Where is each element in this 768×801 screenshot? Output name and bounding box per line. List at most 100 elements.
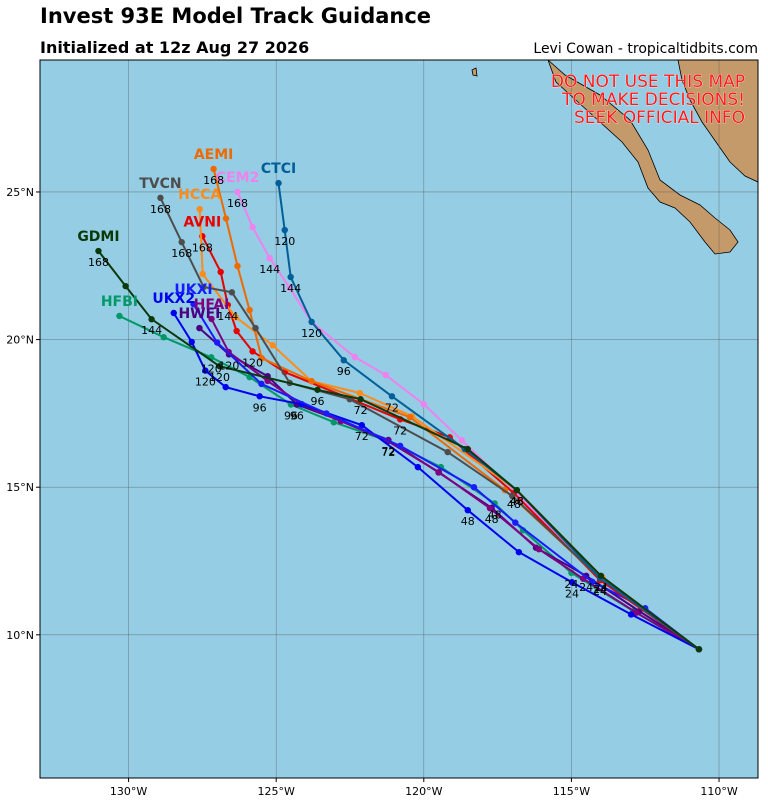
track-line: [97, 250, 700, 651]
track-point: [340, 357, 347, 364]
track-point: [464, 507, 471, 514]
hour-label: 96: [284, 410, 298, 423]
track-point: [695, 646, 703, 653]
hour-label: 24: [579, 581, 593, 594]
track-point: [210, 165, 217, 173]
map-frame: [39, 59, 759, 779]
track-point: [269, 341, 276, 349]
y-tick-label: 15°N: [6, 481, 34, 494]
track-point: [228, 289, 236, 296]
track-point: [358, 421, 366, 429]
model-name: AEMI: [194, 147, 234, 163]
y-tick-label: 10°N: [6, 629, 34, 642]
model-name: HFAI: [194, 297, 230, 313]
hour-label: 72: [385, 401, 399, 414]
hour-label: 120: [195, 376, 216, 389]
track-point: [330, 419, 337, 426]
hour-label: 168: [203, 174, 224, 187]
hour-label: 48: [461, 515, 475, 528]
model-name: HCCA: [178, 187, 221, 203]
track-line: [192, 303, 700, 651]
track-point: [588, 578, 596, 585]
hour-label: 120: [274, 235, 295, 248]
hour-label: 72: [355, 430, 369, 443]
track-point: [308, 318, 315, 326]
track-point: [246, 306, 253, 314]
track-point: [258, 380, 265, 388]
hour-label: 168: [171, 247, 192, 260]
hour-label: 144: [141, 324, 162, 337]
y-tick-label: 25°N: [6, 186, 34, 199]
track-point: [597, 572, 605, 579]
track-point: [249, 223, 256, 231]
hour-label: 48: [488, 508, 502, 521]
hour-label: 120: [301, 327, 322, 340]
track-point: [217, 268, 224, 276]
track-line: [277, 182, 700, 651]
track-point: [515, 548, 523, 556]
hour-label: 144: [259, 263, 280, 276]
track-point: [252, 324, 259, 332]
track-point: [178, 238, 185, 246]
track-point: [568, 579, 576, 586]
hour-label: 168: [227, 197, 248, 210]
hour-label: 96: [253, 401, 267, 414]
hour-label: 24: [564, 578, 578, 591]
track-point: [356, 389, 363, 397]
track-point: [264, 377, 271, 385]
hour-label: 96: [290, 410, 304, 423]
hour-label: 168: [192, 241, 213, 254]
model-name: UKX2: [152, 291, 195, 307]
track-point: [222, 215, 230, 222]
hour-label: 48: [507, 498, 521, 511]
track-point: [190, 300, 197, 308]
track-point: [512, 519, 519, 526]
hour-label: 96: [311, 395, 325, 408]
hour-label: 144: [280, 282, 301, 295]
track-point: [275, 179, 282, 187]
hour-label: 144: [217, 310, 238, 323]
track-point: [200, 283, 207, 291]
track-point: [208, 315, 215, 323]
track-point: [258, 354, 265, 362]
track-point: [435, 468, 443, 476]
track-point: [160, 334, 167, 341]
y-tick-label: 20°N: [6, 334, 34, 347]
track-point: [357, 396, 364, 403]
track-point: [216, 362, 223, 370]
track-point: [314, 386, 321, 393]
track-point: [509, 492, 516, 500]
track-point: [308, 378, 315, 385]
track-point: [188, 338, 195, 346]
track-point: [199, 270, 206, 278]
model-name: HWFI: [178, 306, 220, 322]
track-point: [233, 327, 240, 335]
track-point: [95, 247, 102, 255]
model-name: UKXI: [174, 282, 212, 298]
warning: DO NOT USE THIS MAP: [551, 72, 745, 92]
track-point: [157, 194, 164, 202]
track-point: [414, 463, 422, 471]
x-tick-label: 120°W: [405, 785, 442, 798]
track-point: [535, 545, 543, 553]
track-point: [323, 410, 330, 417]
hour-label: 24: [593, 585, 607, 598]
hour-label: 72: [393, 424, 407, 437]
track-point: [234, 188, 241, 196]
track-point: [249, 348, 256, 355]
x-tick-label: 130°W: [110, 785, 147, 798]
hour-label: 168: [150, 203, 171, 216]
track-point: [633, 609, 640, 616]
track-point: [513, 486, 520, 494]
model-name: GDMI: [77, 229, 119, 245]
hour-label: 72: [354, 404, 368, 417]
track-point: [470, 483, 478, 491]
hour-label: 24: [594, 581, 608, 594]
hour-label: 48: [485, 513, 499, 526]
track-point: [148, 316, 155, 323]
x-tick-label: 125°W: [257, 785, 294, 798]
x-tick-label: 115°W: [553, 785, 590, 798]
hour-label: 120: [242, 356, 263, 369]
track-line: [201, 235, 700, 651]
track-point: [464, 445, 471, 453]
